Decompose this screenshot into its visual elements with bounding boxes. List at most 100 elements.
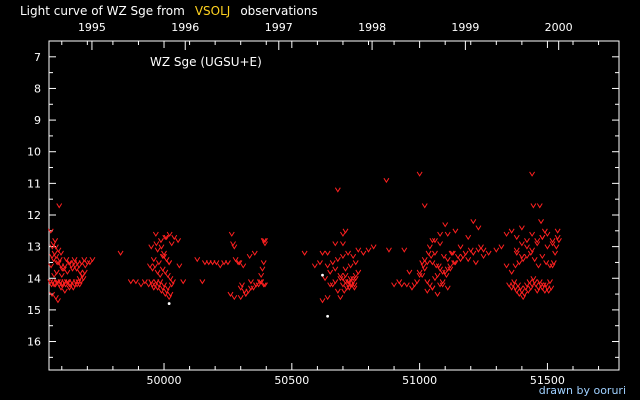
- data-point: [246, 253, 253, 260]
- year-tick-label: 1999: [451, 21, 479, 34]
- data-point: [168, 282, 175, 288]
- data-point: [340, 231, 346, 237]
- data-point: [149, 282, 156, 288]
- data-point: [432, 275, 438, 282]
- data-point: [76, 282, 83, 288]
- data-point: [360, 250, 367, 256]
- data-point: [329, 282, 336, 288]
- data-point: [341, 288, 348, 294]
- data-point: [552, 250, 559, 256]
- data-point: [55, 298, 61, 304]
- data-point: [162, 234, 169, 241]
- data-point: [540, 282, 547, 288]
- data-point: [539, 234, 546, 241]
- data-point: [262, 241, 268, 247]
- data-point: [255, 282, 262, 288]
- data-point: [355, 269, 362, 275]
- data-point: [527, 285, 534, 291]
- data-point: [166, 231, 173, 237]
- data-point: [547, 263, 553, 269]
- data-point: [520, 294, 527, 301]
- data-point: [260, 260, 267, 266]
- data-point: [346, 285, 353, 291]
- data-point: [168, 241, 175, 247]
- data-point: [347, 263, 354, 269]
- data-point: [324, 250, 331, 256]
- data-point: [429, 260, 436, 266]
- data-point: [72, 263, 78, 269]
- data-point: [199, 279, 206, 285]
- data-point: [516, 260, 523, 266]
- data-point: [419, 272, 426, 279]
- data-point: [324, 294, 331, 301]
- data-point: [58, 250, 64, 256]
- data-point: [322, 275, 328, 282]
- data-point: [61, 263, 68, 269]
- data-point: [251, 250, 258, 256]
- data-point: [401, 247, 408, 253]
- data-point: [230, 241, 236, 247]
- data-point: [152, 263, 158, 269]
- data-points: [47, 171, 562, 318]
- y-tick-label: 12: [27, 209, 41, 222]
- data-point: [332, 241, 339, 247]
- data-point: [152, 231, 159, 237]
- data-point: [317, 260, 323, 266]
- data-point: [239, 282, 245, 288]
- data-point: [48, 263, 54, 269]
- data-point: [351, 285, 358, 291]
- y-tick-label: 15: [27, 304, 41, 317]
- data-point: [553, 244, 560, 250]
- data-point: [250, 285, 257, 291]
- data-point: [406, 269, 413, 275]
- data-point: [535, 263, 542, 269]
- data-point: [324, 263, 331, 269]
- data-point: [525, 288, 532, 294]
- data-point: [534, 241, 541, 247]
- data-point: [530, 275, 537, 282]
- data-point: [340, 282, 346, 288]
- data-point: [329, 260, 336, 266]
- title-suffix: observations: [240, 4, 318, 18]
- data-point: [64, 269, 71, 275]
- data-point: [424, 288, 431, 294]
- data-point: [419, 260, 426, 266]
- data-point: [340, 253, 346, 260]
- year-tick-label: 1997: [265, 21, 293, 34]
- data-point: [138, 282, 144, 288]
- data-point: [386, 247, 392, 253]
- data-point: [158, 238, 164, 244]
- data-point: [157, 272, 164, 279]
- data-point: [231, 294, 238, 301]
- data-point: [117, 250, 124, 256]
- data-point: [345, 250, 351, 256]
- data-point: [319, 250, 326, 256]
- data-point: [524, 253, 530, 260]
- data-point: [449, 250, 456, 256]
- data-point: [426, 244, 433, 250]
- data-point: [47, 228, 54, 234]
- data-point: [253, 282, 259, 288]
- plot-border: [48, 40, 620, 371]
- data-point: [236, 260, 243, 266]
- data-point: [452, 228, 459, 234]
- data-point: [403, 282, 410, 288]
- data-point: [150, 257, 157, 263]
- chart-title: Light curve of WZ Sge from VSOLJ observati…: [20, 4, 328, 18]
- data-point: [67, 260, 73, 266]
- data-point: [242, 291, 249, 298]
- data-point: [260, 282, 267, 288]
- data-point: [549, 241, 556, 247]
- data-point: [175, 238, 182, 244]
- data-point: [260, 238, 267, 244]
- y-tick-label: 9: [34, 114, 41, 127]
- data-point: [54, 260, 61, 266]
- data-point: [550, 260, 557, 266]
- data-point: [444, 266, 451, 272]
- data-point: [424, 260, 431, 266]
- data-point: [164, 285, 171, 291]
- data-point: [465, 234, 472, 241]
- data-point: [493, 247, 500, 253]
- data-point: [480, 247, 487, 253]
